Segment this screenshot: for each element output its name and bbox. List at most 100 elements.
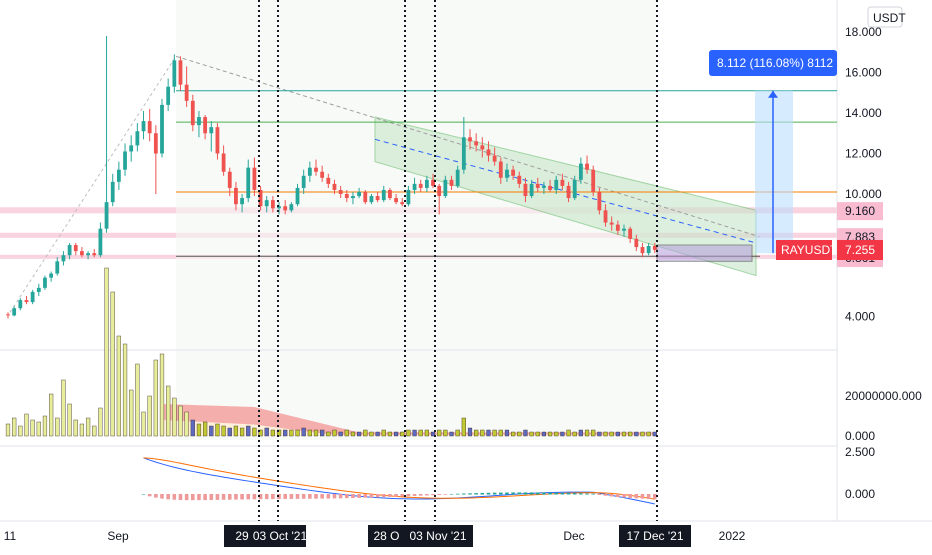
volume-bar bbox=[412, 429, 417, 437]
last-price-tag-box bbox=[837, 239, 883, 260]
macd-histogram-bar bbox=[172, 494, 177, 500]
volume-bar bbox=[42, 415, 48, 437]
candle bbox=[578, 163, 583, 180]
volume-bar bbox=[172, 397, 177, 437]
volume-bar bbox=[178, 405, 183, 437]
volume-bar bbox=[246, 425, 251, 437]
macd-histogram-bar bbox=[628, 494, 632, 498]
volume-bar bbox=[18, 425, 23, 437]
channel-midline bbox=[374, 138, 757, 244]
volume-bar bbox=[486, 429, 491, 437]
candle bbox=[363, 191, 368, 203]
candle bbox=[246, 167, 251, 199]
macd-histogram-bar bbox=[499, 492, 503, 495]
macd-histogram-bar bbox=[252, 494, 257, 500]
macd-histogram-bar bbox=[468, 493, 472, 495]
macd-histogram-bar bbox=[486, 492, 491, 495]
candle bbox=[492, 155, 497, 162]
macd-histogram-bar bbox=[462, 493, 466, 495]
volume-bar bbox=[239, 427, 245, 437]
candle bbox=[468, 137, 472, 142]
candle bbox=[652, 246, 657, 250]
macd-histogram-bar bbox=[351, 494, 355, 499]
currency-label: USDT bbox=[873, 11, 906, 25]
volume-bar bbox=[190, 419, 195, 437]
candle bbox=[172, 60, 177, 87]
volume-bar bbox=[437, 429, 442, 437]
macd-histogram-bar bbox=[271, 494, 275, 500]
candle bbox=[474, 141, 479, 146]
macd-histogram-bar bbox=[437, 494, 441, 495]
time-marker-label: 29 bbox=[235, 529, 249, 543]
measure-label: 8.112 (116.08%) 8112 bbox=[717, 56, 833, 70]
macd-histogram-bar bbox=[566, 492, 571, 495]
volume-bar bbox=[387, 431, 393, 437]
volume-bar bbox=[449, 431, 454, 437]
volume-bar bbox=[467, 427, 473, 437]
candle bbox=[344, 194, 349, 199]
macd-histogram-bar bbox=[560, 492, 565, 495]
volume-bar bbox=[628, 431, 633, 437]
macd-histogram-bar bbox=[154, 494, 158, 498]
currency-button[interactable] bbox=[867, 6, 903, 28]
candle bbox=[166, 86, 171, 105]
candle bbox=[73, 245, 78, 252]
macd-histogram-bar bbox=[492, 492, 497, 495]
macd-tick-label: 0.000 bbox=[845, 487, 875, 501]
macd-histogram-bar bbox=[240, 494, 244, 500]
volume-bar bbox=[492, 429, 497, 437]
macd-histogram-bar bbox=[505, 492, 509, 495]
volume-band-upper bbox=[162, 404, 655, 436]
volume-bar bbox=[36, 421, 41, 437]
macd-histogram-bar bbox=[369, 494, 374, 498]
volume-bar bbox=[375, 431, 380, 437]
candle bbox=[30, 291, 35, 303]
volume-bar bbox=[591, 429, 596, 437]
macd-histogram-bar bbox=[166, 494, 170, 500]
candle bbox=[461, 137, 466, 170]
candle bbox=[628, 228, 633, 239]
measure-label-box bbox=[709, 50, 837, 76]
macd-histogram-bar bbox=[227, 494, 232, 500]
candle bbox=[357, 191, 362, 197]
volume-bar bbox=[350, 431, 356, 437]
candle bbox=[141, 121, 146, 132]
time-marker-label: 03 Oct '21 bbox=[253, 529, 308, 543]
macd-histogram-bar bbox=[523, 492, 528, 495]
macd-histogram-bar bbox=[314, 494, 318, 499]
macd-histogram-bar bbox=[394, 494, 398, 497]
macd-histogram-bar bbox=[597, 494, 602, 496]
candle bbox=[147, 121, 152, 134]
candle bbox=[36, 287, 41, 292]
candle bbox=[437, 185, 442, 197]
macd-histogram-bar bbox=[443, 494, 448, 495]
candle bbox=[104, 202, 109, 229]
candle bbox=[270, 200, 275, 209]
volume-bar bbox=[5, 423, 11, 437]
volume-bar bbox=[85, 417, 91, 437]
volume-bar bbox=[129, 389, 134, 437]
macd-line bbox=[143, 457, 655, 505]
volume-bar bbox=[369, 431, 374, 437]
volume-bar bbox=[227, 427, 232, 437]
macd-histogram-bar bbox=[542, 492, 546, 495]
candle bbox=[418, 183, 423, 188]
candle bbox=[554, 179, 559, 190]
macd-histogram-bar bbox=[431, 494, 435, 496]
macd-histogram-bar bbox=[548, 492, 552, 495]
macd-histogram-bar bbox=[246, 494, 251, 500]
candle bbox=[646, 246, 651, 254]
candle bbox=[234, 187, 238, 205]
macd-histogram-bar bbox=[400, 494, 405, 497]
volume-bar bbox=[572, 431, 577, 437]
candle bbox=[511, 169, 516, 176]
candle bbox=[240, 198, 244, 205]
time-marker-box-1 bbox=[254, 525, 306, 547]
macd-histogram-bar bbox=[375, 494, 380, 498]
time-marker-label: 03 Nov '21 bbox=[410, 529, 467, 543]
volume-bar bbox=[640, 431, 645, 437]
macd-histogram-bar bbox=[357, 494, 361, 498]
macd-histogram-bar bbox=[418, 494, 423, 496]
